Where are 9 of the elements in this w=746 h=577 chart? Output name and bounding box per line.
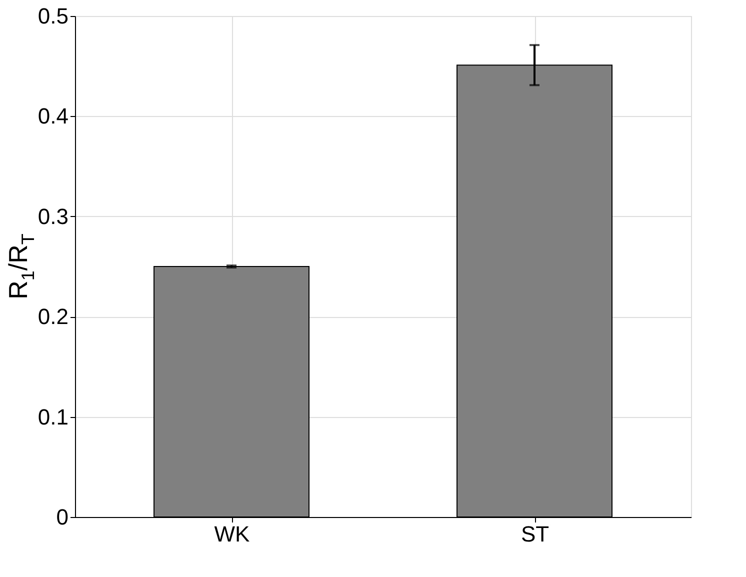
y-tick-label: 0.5: [38, 4, 68, 28]
y-tick-label: 0.1: [38, 404, 68, 430]
y-axis-title: R1/RT: [3, 234, 38, 300]
y-tick-label: 0.4: [38, 104, 68, 129]
x-tick-label: ST: [520, 522, 550, 546]
x-tick-label: WK: [214, 522, 250, 546]
y-tick-label: 0.3: [38, 204, 68, 229]
y-tick-label: 0: [56, 504, 68, 530]
y-tick-label: 0.2: [38, 304, 68, 330]
